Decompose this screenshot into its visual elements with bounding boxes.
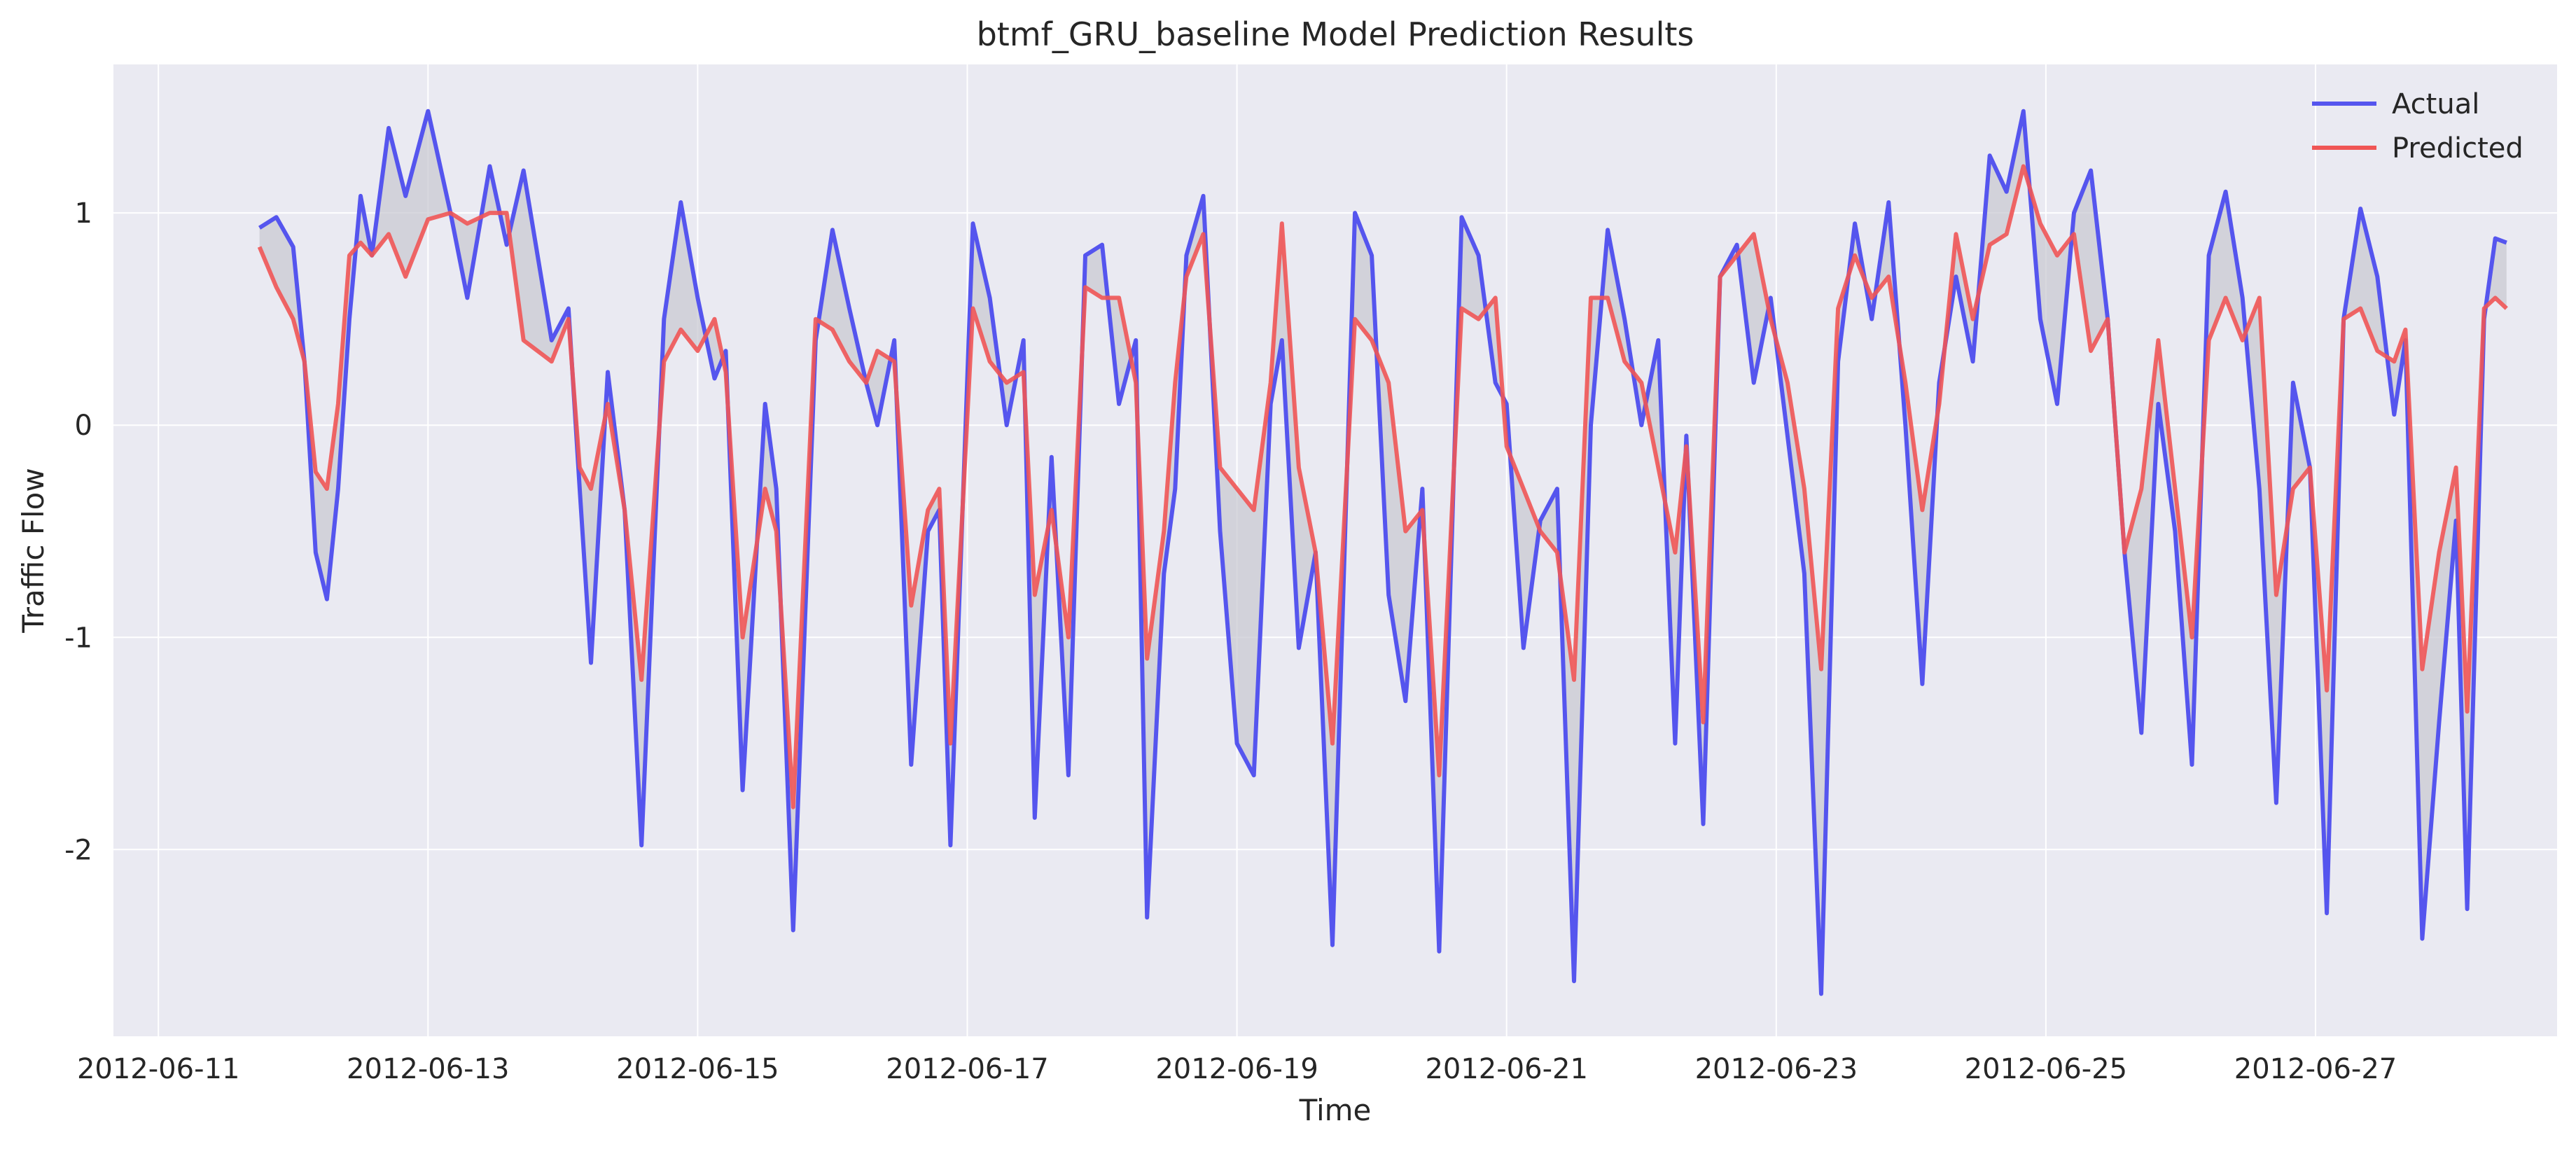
x-tick-label: 2012-06-21 [1425, 1053, 1587, 1085]
x-tick-label: 2012-06-13 [347, 1053, 509, 1085]
x-tick-label: 2012-06-25 [1965, 1053, 2127, 1085]
y-tick-label: -2 [64, 834, 92, 866]
x-tick-label: 2012-06-11 [77, 1053, 239, 1085]
grid [113, 64, 2557, 1036]
x-axis-label: Time [1299, 1093, 1372, 1127]
chart-title: btmf_GRU_baseline Model Prediction Resul… [977, 15, 1694, 53]
predicted-series-line [257, 164, 2508, 809]
tick-labels: 2012-06-11 2012-06-13 2012-06-15 2012-06-17… [64, 197, 2397, 1085]
y-axis-label: Traffic Flow [16, 468, 50, 633]
x-tick-label: 2012-06-27 [2234, 1053, 2397, 1085]
y-tick-label: 0 [75, 410, 92, 442]
x-tick-label: 2012-06-23 [1695, 1053, 1858, 1085]
legend-predicted-label: Predicted [2392, 132, 2523, 165]
x-tick-label: 2012-06-15 [616, 1053, 779, 1085]
y-tick-label: -1 [64, 622, 92, 654]
x-tick-label: 2012-06-17 [886, 1053, 1048, 1085]
legend-actual-label: Actual [2392, 88, 2479, 120]
legend: Actual Predicted [2312, 88, 2523, 165]
x-tick-label: 2012-06-19 [1155, 1053, 1318, 1085]
y-tick-label: 1 [75, 197, 92, 230]
